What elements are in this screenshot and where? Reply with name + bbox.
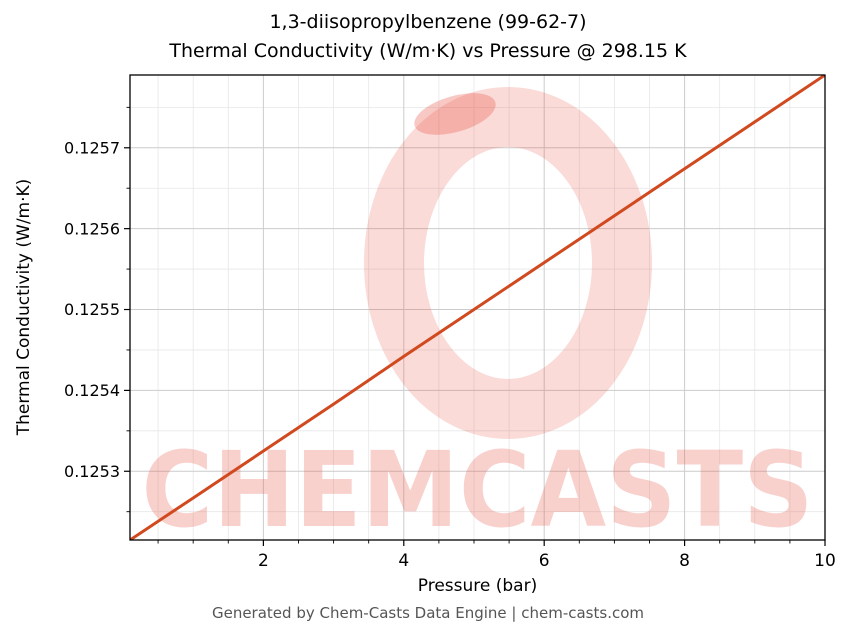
- y-tick-label: 0.1253: [64, 462, 120, 481]
- y-tick-label: 0.1257: [64, 138, 120, 157]
- x-tick-label: 10: [814, 551, 836, 571]
- chart-title-block: 1,3-diisopropylbenzene (99-62-7) Thermal…: [0, 8, 856, 65]
- plot-border: [129, 74, 826, 541]
- series-group: [130, 75, 825, 540]
- y-tick-label: 0.1256: [64, 219, 120, 238]
- watermark: CHEMCASTS: [142, 87, 814, 551]
- x-tick-label: 4: [398, 551, 409, 571]
- x-axis-label: Pressure (bar): [417, 576, 538, 596]
- footer-credit: Generated by Chem-Casts Data Engine | ch…: [211, 604, 645, 622]
- chart-subtitle: Thermal Conductivity (W/m·K) vs Pressure…: [169, 39, 687, 62]
- x-tick-label: 2: [258, 551, 269, 571]
- watermark-text: CHEMCASTS: [142, 429, 814, 551]
- x-tick-label: 8: [679, 551, 690, 571]
- ticks: 2 4 6 8 10 0.1253 0.1254 0.1255 0.1256 0.1257: [64, 106, 836, 571]
- y-tick-label: 0.1254: [64, 381, 120, 400]
- y-axis-label: Thermal Conductivity (W/m·K): [14, 178, 34, 436]
- data-line: [130, 75, 825, 540]
- chart-title: 1,3-diisopropylbenzene (99-62-7): [269, 11, 587, 33]
- watermark-logo-brushstroke: [414, 93, 496, 135]
- y-tick-label: 0.1255: [64, 300, 120, 319]
- watermark-logo-ring: [364, 87, 652, 439]
- x-tick-label: 6: [539, 551, 550, 571]
